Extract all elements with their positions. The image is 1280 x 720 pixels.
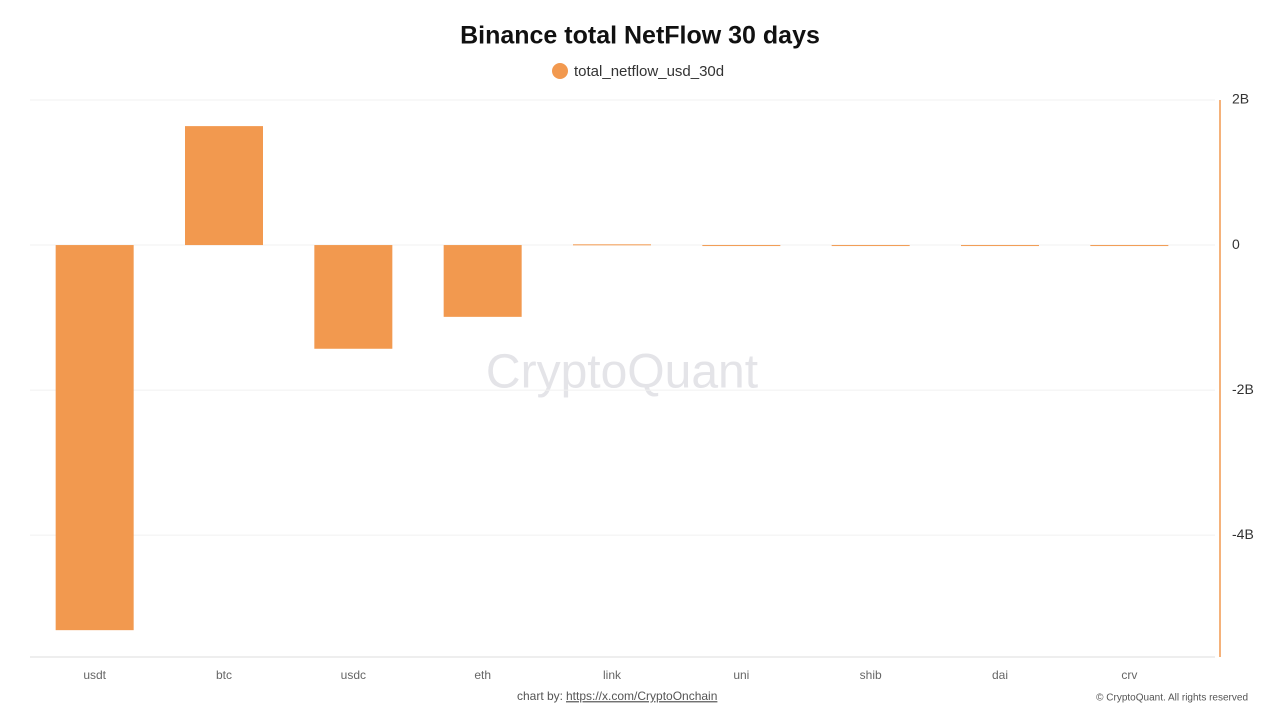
bar <box>314 245 393 349</box>
y-tick-label: 2B <box>1232 91 1249 107</box>
y-tick-label: -2B <box>1232 381 1254 397</box>
x-tick-label: crv <box>1121 668 1137 682</box>
bar <box>443 245 522 317</box>
legend-marker <box>552 63 568 79</box>
y-tick-label: -4B <box>1232 526 1254 542</box>
copyright: © CryptoQuant. All rights reserved <box>1096 693 1248 704</box>
bar <box>831 245 910 247</box>
legend-label: total_netflow_usd_30d <box>574 63 724 80</box>
x-tick-label: shib <box>860 668 882 682</box>
bar <box>961 245 1039 247</box>
x-tick-label: usdc <box>341 668 366 682</box>
x-tick-label: btc <box>216 668 232 682</box>
bar <box>55 245 134 631</box>
footer-link[interactable]: https://x.com/CryptoOnchain <box>566 689 717 703</box>
x-tick-label: link <box>603 668 622 682</box>
watermark: CryptoQuant <box>486 346 758 399</box>
footer-credit: chart by: <box>517 689 563 703</box>
x-tick-label: usdt <box>83 668 106 682</box>
x-tick-label: dai <box>992 668 1008 682</box>
y-tick-label: 0 <box>1232 236 1240 252</box>
chart-title: Binance total NetFlow 30 days <box>460 22 820 50</box>
x-tick-label: uni <box>733 668 749 682</box>
bar <box>1090 245 1169 247</box>
bar <box>185 126 263 246</box>
bar <box>573 244 651 246</box>
x-tick-label: eth <box>474 668 491 682</box>
bar <box>702 245 781 247</box>
